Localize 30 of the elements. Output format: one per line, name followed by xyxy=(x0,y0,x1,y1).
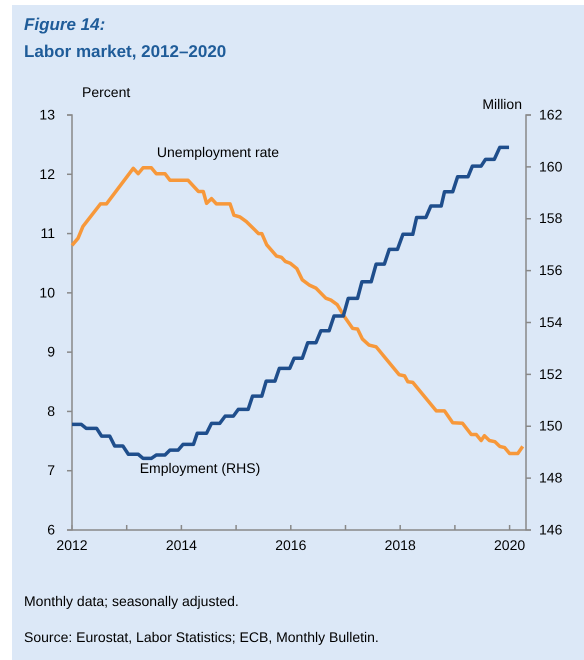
x-tick-label: 2016 xyxy=(275,536,307,553)
series-label: Unemployment rate xyxy=(156,144,280,160)
y2-tick-label: 162 xyxy=(539,106,563,122)
chart-subtitle: Labor market, 2012–2020 xyxy=(24,42,226,61)
y2-tick-label: 160 xyxy=(539,158,563,174)
y-tick-label: 11 xyxy=(40,225,56,242)
source-note: Source: Eurostat, Labor Statistics; ECB, Monthly Bulletin. xyxy=(24,629,379,645)
y2-axis-title: Million xyxy=(482,96,522,112)
y-tick-label: 10 xyxy=(39,284,56,300)
y-tick-label: 8 xyxy=(47,402,56,419)
y2-tick-label: 150 xyxy=(539,418,563,434)
x-tick-label: 2014 xyxy=(166,536,198,553)
y-axis-title: Percent xyxy=(82,84,130,100)
chart-title: Figure 14: xyxy=(24,15,106,34)
y2-tick-label: 148 xyxy=(539,470,563,486)
x-tick-label: 2020 xyxy=(494,536,526,553)
y2-tick-label: 154 xyxy=(539,314,563,330)
y-tick-label: 7 xyxy=(47,462,56,478)
y2-tick-label: 156 xyxy=(539,262,563,278)
x-tick-label: 2018 xyxy=(384,536,416,553)
y-tick-label: 9 xyxy=(47,344,56,360)
y-tick-label: 12 xyxy=(39,166,56,182)
x-tick-label: 2012 xyxy=(56,536,88,553)
text: Monthly data; seasonally adjusted. xyxy=(24,593,239,609)
y-tick-label: 6 xyxy=(47,521,56,538)
y2-tick-label: 152 xyxy=(539,366,563,382)
y-tick-label: 13 xyxy=(39,106,56,122)
y2-tick-label: 158 xyxy=(539,210,563,226)
y2-tick-label: 146 xyxy=(539,521,563,538)
series-label: Employment (RHS) xyxy=(140,460,260,476)
